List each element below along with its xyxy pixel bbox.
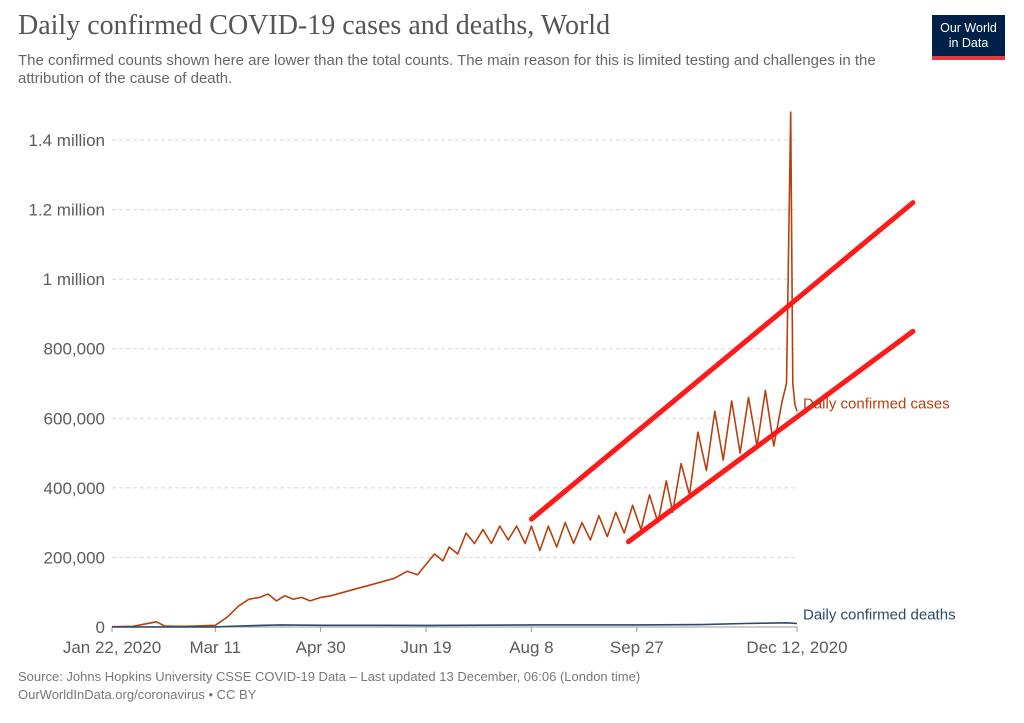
y-tick-label: 400,000 bbox=[44, 479, 105, 498]
series-labels: Daily confirmed cases Daily confirmed dea… bbox=[803, 395, 956, 623]
y-tick-label: 800,000 bbox=[44, 340, 105, 359]
chart-subtitle: The confirmed counts shown here are lowe… bbox=[18, 52, 876, 87]
deaths-line bbox=[111, 621, 798, 628]
series-layer bbox=[111, 111, 798, 628]
annotation-layer bbox=[528, 200, 916, 545]
owid-logo[interactable]: Our World in Data bbox=[932, 15, 1005, 60]
y-tick-label: 1.4 million bbox=[28, 131, 105, 150]
logo-line-1: Our World bbox=[940, 21, 997, 35]
y-tick-label: 600,000 bbox=[44, 409, 105, 428]
y-tick-label: 200,000 bbox=[44, 548, 105, 567]
x-tick-label: Jun 19 bbox=[401, 638, 452, 657]
x-tick-label: Apr 30 bbox=[296, 638, 346, 657]
chart-title: Daily confirmed COVID-19 cases and death… bbox=[18, 10, 611, 41]
cases-line bbox=[111, 111, 798, 628]
chart-footer: Source: Johns Hopkins University CSSE CO… bbox=[18, 668, 640, 704]
y-tick-label: 1 million bbox=[43, 270, 105, 289]
x-tick-label: Sep 27 bbox=[610, 638, 664, 657]
cases-series-label: Daily confirmed cases bbox=[803, 395, 950, 412]
x-tick-label: Jan 22, 2020 bbox=[63, 638, 161, 657]
source-link[interactable]: OurWorldInData.org/coronavirus • CC BY bbox=[18, 687, 257, 702]
deaths-series-label: Daily confirmed deaths bbox=[803, 607, 956, 624]
upper-trend-line bbox=[528, 200, 916, 522]
lower-trend-line bbox=[625, 328, 916, 545]
x-tick-label: Dec 12, 2020 bbox=[746, 638, 847, 657]
x-axis: Jan 22, 2020 Mar 11 Apr 30 Jun 19 Aug 8 Sep 2… bbox=[63, 627, 848, 657]
source-note: Source: Johns Hopkins University CSSE CO… bbox=[18, 669, 641, 684]
logo-line-2: in Data bbox=[948, 36, 989, 50]
y-axis: 0 200,000 400,000 600,000 800,000 1 million 1.… bbox=[28, 131, 105, 637]
x-tick-label: Aug 8 bbox=[509, 638, 553, 657]
y-tick-label: 0 bbox=[96, 618, 105, 637]
x-tick-label: Mar 11 bbox=[189, 638, 241, 657]
y-tick-label: 1.2 million bbox=[28, 201, 105, 220]
